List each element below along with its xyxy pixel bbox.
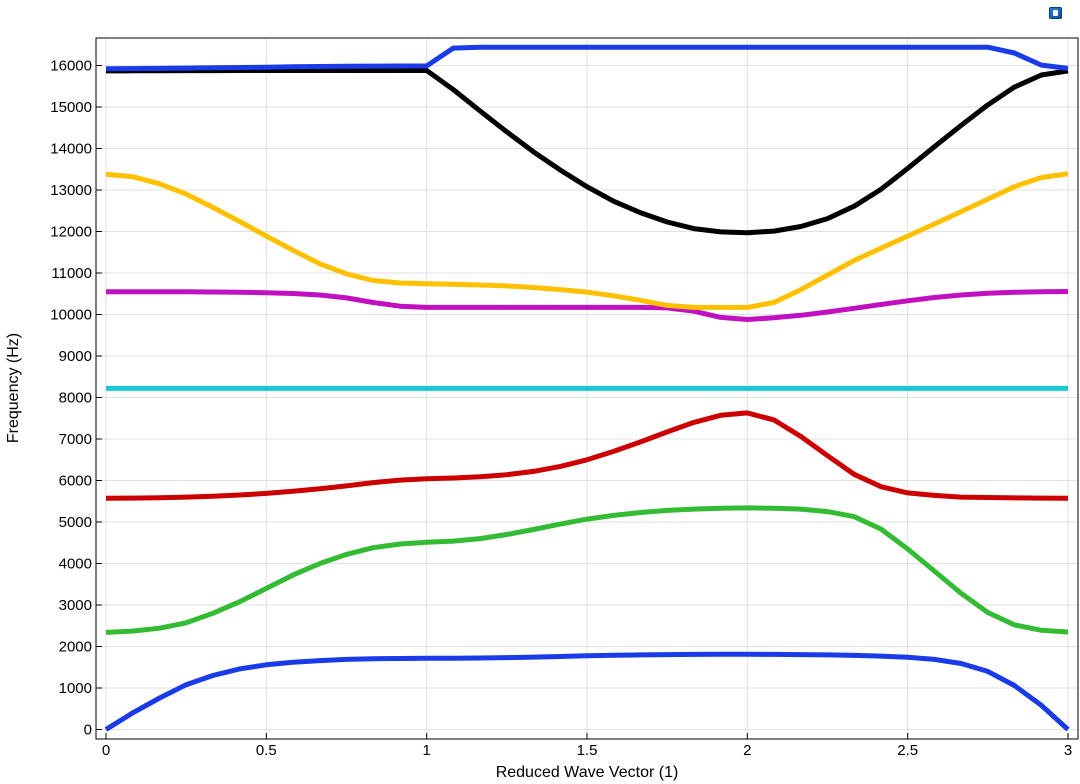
y-tick-label: 16000: [50, 58, 92, 75]
series-layer: [104, 44, 1070, 732]
y-tick-label: 6000: [59, 473, 92, 490]
series-line-6: [105, 171, 1069, 310]
x-axis: 0 0.5 1 1.5 2 2.5 3: [102, 733, 1072, 759]
y-tick-label: 8000: [59, 390, 92, 407]
x-tick-label: 2: [743, 742, 751, 759]
x-tick-label: 1.5: [577, 742, 598, 759]
series-line-5: [106, 289, 1069, 322]
series-line-2: [105, 505, 1069, 635]
x-tick-label: 3: [1064, 742, 1072, 759]
series-line-8: [105, 44, 1069, 72]
grid-lines: [96, 38, 1078, 739]
series-line-7: [105, 68, 1069, 236]
y-tick-label: 14000: [50, 141, 92, 158]
x-tick-label: 0.5: [256, 742, 277, 759]
y-tick-label: 15000: [50, 99, 92, 116]
image-export-icon[interactable]: [1049, 7, 1062, 19]
y-tick-label: 13000: [50, 182, 92, 199]
x-axis-label: Reduced Wave Vector (1): [496, 764, 679, 781]
y-tick-label: 4000: [59, 556, 92, 573]
x-tick-label: 0: [102, 742, 110, 759]
y-tick-label: 12000: [50, 224, 92, 241]
series-line-1: [104, 651, 1070, 732]
y-tick-label: 11000: [51, 265, 92, 282]
y-axis-label: Frequency (Hz): [5, 333, 22, 443]
y-tick-label: 5000: [59, 514, 92, 531]
y-axis: 0 1000 2000 3000 4000 5000 6000 7000 8000 9000 100…: [50, 58, 102, 739]
y-tick-label: 2000: [59, 639, 92, 656]
x-tick-label: 2.5: [897, 742, 918, 759]
series-line-3: [105, 410, 1069, 501]
y-tick-label: 0: [84, 722, 92, 739]
y-tick-label: 1000: [59, 680, 92, 697]
y-tick-label: 9000: [59, 348, 92, 365]
y-tick-label: 7000: [59, 431, 92, 448]
y-tick-label: 10000: [50, 307, 92, 324]
x-tick-label: 1: [422, 742, 430, 759]
y-tick-label: 3000: [59, 597, 92, 614]
